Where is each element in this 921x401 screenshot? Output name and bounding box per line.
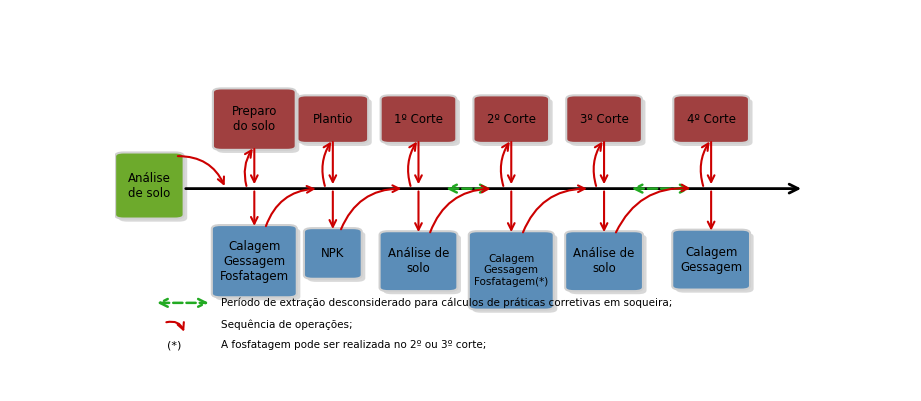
FancyBboxPatch shape	[677, 99, 752, 146]
Text: (*): (*)	[168, 340, 181, 350]
FancyBboxPatch shape	[383, 234, 460, 294]
Text: A fosfatagem pode ser realizada no 2º ou 3º corte;: A fosfatagem pode ser realizada no 2º ou…	[221, 340, 486, 350]
FancyBboxPatch shape	[216, 91, 299, 153]
FancyBboxPatch shape	[212, 225, 297, 297]
FancyBboxPatch shape	[469, 231, 554, 310]
Text: Preparo
do solo: Preparo do solo	[231, 105, 277, 133]
FancyBboxPatch shape	[119, 156, 187, 222]
Text: Análise de
solo: Análise de solo	[388, 247, 449, 275]
Text: 2º Corte: 2º Corte	[487, 113, 536, 126]
FancyBboxPatch shape	[380, 95, 456, 143]
FancyBboxPatch shape	[115, 152, 183, 219]
Text: 3º Corte: 3º Corte	[579, 113, 628, 126]
FancyBboxPatch shape	[570, 99, 646, 146]
FancyBboxPatch shape	[472, 234, 557, 313]
Text: Análise
de solo: Análise de solo	[128, 172, 170, 200]
FancyBboxPatch shape	[384, 99, 460, 146]
FancyBboxPatch shape	[301, 99, 372, 146]
FancyBboxPatch shape	[304, 228, 362, 279]
Text: Calagem
Gessagem
Fosfatagem: Calagem Gessagem Fosfatagem	[220, 240, 289, 283]
FancyBboxPatch shape	[473, 95, 549, 143]
FancyBboxPatch shape	[213, 88, 296, 150]
Text: 1º Corte: 1º Corte	[394, 113, 443, 126]
Text: Calagem
Gessagem
Fosfatagem(*): Calagem Gessagem Fosfatagem(*)	[474, 254, 548, 287]
Text: 4º Corte: 4º Corte	[687, 113, 736, 126]
FancyBboxPatch shape	[477, 99, 553, 146]
FancyBboxPatch shape	[565, 231, 643, 291]
Text: Período de extração desconsiderado para cálculos de práticas corretivas em soque: Período de extração desconsiderado para …	[221, 298, 672, 308]
Text: Análise de
solo: Análise de solo	[574, 247, 635, 275]
Text: Calagem
Gessagem: Calagem Gessagem	[680, 246, 742, 273]
FancyBboxPatch shape	[672, 230, 750, 290]
Text: Sequência de operações;: Sequência de operações;	[221, 319, 353, 330]
FancyBboxPatch shape	[216, 228, 300, 300]
FancyBboxPatch shape	[569, 234, 647, 294]
FancyBboxPatch shape	[308, 231, 366, 282]
FancyBboxPatch shape	[566, 95, 642, 143]
FancyBboxPatch shape	[297, 95, 368, 143]
FancyBboxPatch shape	[379, 231, 458, 291]
FancyBboxPatch shape	[673, 95, 749, 143]
Text: NPK: NPK	[321, 247, 344, 260]
FancyBboxPatch shape	[676, 233, 753, 293]
Text: Plantio: Plantio	[312, 113, 353, 126]
